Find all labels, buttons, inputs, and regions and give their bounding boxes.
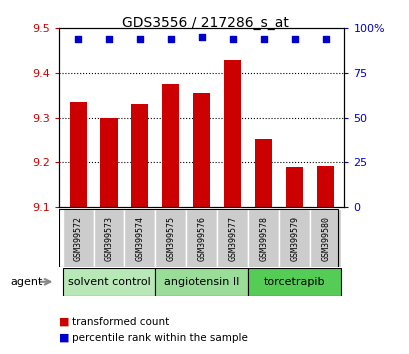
Bar [155,268,248,296]
Text: torcetrapib: torcetrapib [263,277,325,287]
Bar [155,209,186,267]
Bar [317,166,333,207]
Bar [93,209,124,267]
Bar [162,84,179,207]
Text: GSM399574: GSM399574 [135,216,144,261]
Text: ■: ■ [59,333,70,343]
Bar [131,104,148,207]
Bar [63,268,155,296]
Bar [248,209,279,267]
Bar [63,209,93,267]
Text: GSM399575: GSM399575 [166,216,175,261]
Bar [186,209,217,267]
Text: ■: ■ [59,317,70,327]
Bar [193,93,210,207]
Point [322,36,328,42]
Bar [310,209,340,267]
Point [136,36,143,42]
Bar [248,268,340,296]
Text: angiotensin II: angiotensin II [164,277,239,287]
Text: GSM399577: GSM399577 [228,216,237,261]
Point [198,34,204,40]
Bar [217,209,248,267]
Bar [124,209,155,267]
Bar [70,102,86,207]
Bar [100,118,117,207]
Point [74,36,81,42]
Point [106,36,112,42]
Point [167,36,174,42]
Text: GSM399580: GSM399580 [321,216,330,261]
Text: GSM399572: GSM399572 [73,216,82,261]
Bar [224,59,241,207]
Text: GSM399576: GSM399576 [197,216,206,261]
Text: transformed count: transformed count [72,317,169,327]
Bar [255,139,272,207]
Bar [279,209,310,267]
Text: GSM399579: GSM399579 [290,216,299,261]
Text: agent: agent [10,277,43,287]
Text: solvent control: solvent control [67,277,150,287]
Point [229,36,236,42]
Point [260,36,267,42]
Text: GSM399573: GSM399573 [104,216,113,261]
Text: GSM399578: GSM399578 [259,216,268,261]
Point [291,36,297,42]
Text: percentile rank within the sample: percentile rank within the sample [72,333,247,343]
Text: GDS3556 / 217286_s_at: GDS3556 / 217286_s_at [121,16,288,30]
Bar [285,167,303,207]
